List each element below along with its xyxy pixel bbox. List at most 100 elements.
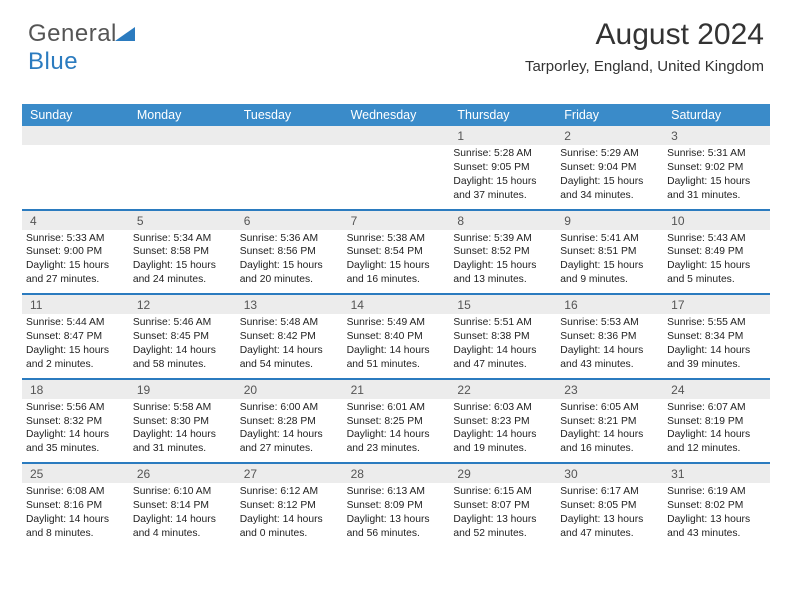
sunset-text: Sunset: 9:04 PM (560, 161, 659, 175)
sunset-text: Sunset: 8:12 PM (240, 499, 339, 513)
day-number: 2 (556, 126, 663, 145)
sunrise-text: Sunrise: 5:55 AM (667, 316, 766, 330)
day-details: Sunrise: 5:41 AMSunset: 8:51 PMDaylight:… (556, 230, 663, 294)
sunrise-text: Sunrise: 6:01 AM (347, 401, 446, 415)
sunrise-text: Sunrise: 6:10 AM (133, 485, 232, 499)
sunset-text: Sunset: 8:45 PM (133, 330, 232, 344)
sunset-text: Sunset: 8:58 PM (133, 245, 232, 259)
col-saturday: Saturday (663, 104, 770, 126)
daylight-text: Daylight: 14 hours and 31 minutes. (133, 428, 232, 456)
daylight-text: Daylight: 15 hours and 24 minutes. (133, 259, 232, 287)
col-sunday: Sunday (22, 104, 129, 126)
day-cell: 5Sunrise: 5:34 AMSunset: 8:58 PMDaylight… (129, 211, 236, 294)
day-cell: 25Sunrise: 6:08 AMSunset: 8:16 PMDayligh… (22, 464, 129, 547)
sunrise-text: Sunrise: 5:58 AM (133, 401, 232, 415)
daylight-text: Daylight: 15 hours and 9 minutes. (560, 259, 659, 287)
day-number: 11 (22, 295, 129, 314)
daylight-text: Daylight: 15 hours and 5 minutes. (667, 259, 766, 287)
daylight-text: Daylight: 15 hours and 13 minutes. (453, 259, 552, 287)
daylight-text: Daylight: 13 hours and 56 minutes. (347, 513, 446, 541)
daylight-text: Daylight: 14 hours and 16 minutes. (560, 428, 659, 456)
daylight-text: Daylight: 14 hours and 58 minutes. (133, 344, 232, 372)
day-cell: 3Sunrise: 5:31 AMSunset: 9:02 PMDaylight… (663, 126, 770, 209)
daylight-text: Daylight: 14 hours and 51 minutes. (347, 344, 446, 372)
page-title: August 2024 (525, 18, 764, 52)
day-number (343, 126, 450, 145)
sunrise-text: Sunrise: 6:12 AM (240, 485, 339, 499)
day-number: 13 (236, 295, 343, 314)
day-details: Sunrise: 5:28 AMSunset: 9:05 PMDaylight:… (449, 145, 556, 209)
sunrise-text: Sunrise: 5:43 AM (667, 232, 766, 246)
day-number: 29 (449, 464, 556, 483)
day-number: 20 (236, 380, 343, 399)
sunrise-text: Sunrise: 6:05 AM (560, 401, 659, 415)
day-details: Sunrise: 5:56 AMSunset: 8:32 PMDaylight:… (22, 399, 129, 463)
sunrise-text: Sunrise: 5:53 AM (560, 316, 659, 330)
sunset-text: Sunset: 8:52 PM (453, 245, 552, 259)
day-details: Sunrise: 6:03 AMSunset: 8:23 PMDaylight:… (449, 399, 556, 463)
day-number: 1 (449, 126, 556, 145)
sunrise-text: Sunrise: 5:33 AM (26, 232, 125, 246)
day-details: Sunrise: 5:55 AMSunset: 8:34 PMDaylight:… (663, 314, 770, 378)
sunrise-text: Sunrise: 5:48 AM (240, 316, 339, 330)
day-number (129, 126, 236, 145)
day-details: Sunrise: 5:38 AMSunset: 8:54 PMDaylight:… (343, 230, 450, 294)
day-details: Sunrise: 5:44 AMSunset: 8:47 PMDaylight:… (22, 314, 129, 378)
daylight-text: Daylight: 13 hours and 52 minutes. (453, 513, 552, 541)
sunset-text: Sunset: 8:14 PM (133, 499, 232, 513)
sunrise-text: Sunrise: 5:56 AM (26, 401, 125, 415)
sunset-text: Sunset: 8:02 PM (667, 499, 766, 513)
daylight-text: Daylight: 14 hours and 39 minutes. (667, 344, 766, 372)
day-details: Sunrise: 5:33 AMSunset: 9:00 PMDaylight:… (22, 230, 129, 294)
sunrise-text: Sunrise: 5:29 AM (560, 147, 659, 161)
calendar: Sunday Monday Tuesday Wednesday Thursday… (22, 104, 770, 547)
day-details: Sunrise: 5:43 AMSunset: 8:49 PMDaylight:… (663, 230, 770, 294)
day-cell: 8Sunrise: 5:39 AMSunset: 8:52 PMDaylight… (449, 211, 556, 294)
sunset-text: Sunset: 8:09 PM (347, 499, 446, 513)
day-number: 18 (22, 380, 129, 399)
day-cell: 28Sunrise: 6:13 AMSunset: 8:09 PMDayligh… (343, 464, 450, 547)
day-number: 16 (556, 295, 663, 314)
daylight-text: Daylight: 15 hours and 27 minutes. (26, 259, 125, 287)
sunset-text: Sunset: 8:07 PM (453, 499, 552, 513)
logo: General Blue (28, 20, 135, 76)
day-number: 26 (129, 464, 236, 483)
logo-text-gray: General (28, 20, 117, 47)
day-number: 10 (663, 211, 770, 230)
sunset-text: Sunset: 9:00 PM (26, 245, 125, 259)
day-cell: 13 Sunrise: 5:48 AMSunset: 8:42 PMDayligh… (236, 295, 343, 378)
day-cell: 22Sunrise: 6:03 AMSunset: 8:23 PMDayligh… (449, 380, 556, 463)
day-details: Sunrise: 5:51 AMSunset: 8:38 PMDaylight:… (449, 314, 556, 378)
day-details: Sunrise: 5:46 AMSunset: 8:45 PMDaylight:… (129, 314, 236, 378)
daylight-text: Daylight: 15 hours and 37 minutes. (453, 175, 552, 203)
sunset-text: Sunset: 8:51 PM (560, 245, 659, 259)
daylight-text: Daylight: 14 hours and 54 minutes. (240, 344, 339, 372)
sunset-text: Sunset: 8:42 PM (240, 330, 339, 344)
sunset-text: Sunset: 8:49 PM (667, 245, 766, 259)
day-number: 5 (129, 211, 236, 230)
sunrise-text: Sunrise: 5:39 AM (453, 232, 552, 246)
header-right: August 2024 Tarporley, England, United K… (525, 18, 764, 75)
sunrise-text: Sunrise: 6:07 AM (667, 401, 766, 415)
sunrise-text: Sunrise: 6:19 AM (667, 485, 766, 499)
sunset-text: Sunset: 9:05 PM (453, 161, 552, 175)
day-cell: 10Sunrise: 5:43 AMSunset: 8:49 PMDayligh… (663, 211, 770, 294)
daylight-text: Daylight: 14 hours and 43 minutes. (560, 344, 659, 372)
daylight-text: Daylight: 14 hours and 12 minutes. (667, 428, 766, 456)
day-cell: 15Sunrise: 5:51 AMSunset: 8:38 PMDayligh… (449, 295, 556, 378)
col-tuesday: Tuesday (236, 104, 343, 126)
day-cell: 1Sunrise: 5:28 AMSunset: 9:05 PMDaylight… (449, 126, 556, 209)
day-cell: 17Sunrise: 5:55 AMSunset: 8:34 PMDayligh… (663, 295, 770, 378)
sunrise-text: Sunrise: 6:00 AM (240, 401, 339, 415)
day-details: Sunrise: 5:34 AMSunset: 8:58 PMDaylight:… (129, 230, 236, 294)
sunrise-text: Sunrise: 5:36 AM (240, 232, 339, 246)
sunrise-text: Sunrise: 5:38 AM (347, 232, 446, 246)
day-number (22, 126, 129, 145)
day-number: 28 (343, 464, 450, 483)
sunset-text: Sunset: 8:16 PM (26, 499, 125, 513)
day-cell: 20Sunrise: 6:00 AMSunset: 8:28 PMDayligh… (236, 380, 343, 463)
day-number: 4 (22, 211, 129, 230)
day-details: Sunrise: 6:00 AMSunset: 8:28 PMDaylight:… (236, 399, 343, 463)
sunrise-text: Sunrise: 6:17 AM (560, 485, 659, 499)
day-details (343, 145, 450, 203)
